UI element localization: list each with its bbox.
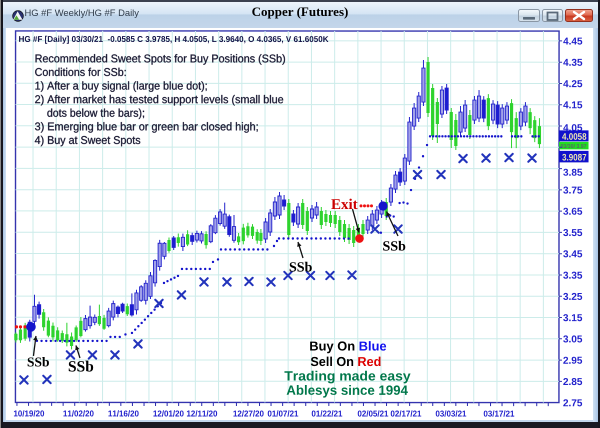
svg-text:4.0058: 4.0058: [562, 132, 587, 143]
